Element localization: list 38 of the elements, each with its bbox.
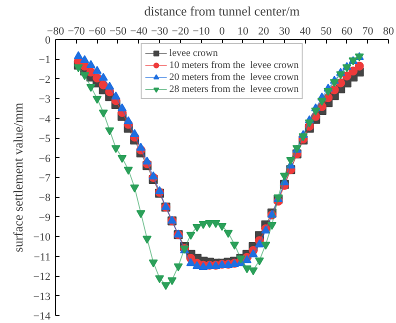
x-tick-label: −60 [88, 26, 106, 38]
y-tick-label: −5 [38, 133, 51, 146]
x-tick-label: −80 [46, 26, 65, 38]
y-tick-label: −1 [38, 54, 51, 66]
x-tick-label: 10 [237, 26, 249, 38]
x-tick-label: 20 [258, 26, 270, 38]
legend-label: 10 meters from the levee crown [169, 59, 299, 71]
y-tick-label: −11 [34, 251, 50, 264]
x-tick-label: 70 [362, 26, 374, 38]
x-tick-label: −30 [150, 26, 169, 38]
y-tick-label: −13 [33, 290, 51, 303]
x-tick-label: −20 [172, 26, 190, 38]
legend-label: 20 meters from the levee crown [169, 71, 299, 83]
x-tick-label: 30 [278, 26, 290, 38]
x-tick-label: 50 [320, 26, 332, 38]
x-tick-label: 40 [300, 26, 312, 38]
x-tick-label: 80 [383, 26, 394, 38]
legend-label: 28 meters from the levee crown [169, 83, 299, 95]
y-tick-label: −3 [38, 94, 51, 106]
y-tick-label: −6 [38, 152, 51, 165]
y-tick-label: −9 [38, 212, 51, 224]
x-tick-label: −40 [130, 26, 148, 38]
x-axis-title: distance from tunnel center/m [144, 4, 300, 18]
x-tick-label: −70 [68, 26, 86, 38]
y-tick-label: −10 [33, 232, 51, 244]
y-tick-label: 0 [45, 34, 51, 46]
x-tick-label: 0 [219, 26, 226, 38]
y-tick-label: −8 [38, 192, 51, 204]
x-tick-label: 60 [341, 26, 353, 38]
legend-label: levee crown [169, 47, 218, 59]
x-tick-label: −10 [192, 26, 210, 38]
y-tick-label: −4 [38, 113, 51, 126]
y-tick-label: −2 [38, 74, 51, 86]
y-tick-label: −12 [33, 271, 51, 284]
y-tick-label: −7 [38, 172, 51, 184]
y-axis-title: surface settlement value/mm [10, 102, 26, 252]
y-tick-label: −14 [33, 310, 51, 322]
x-tick-label: −50 [109, 26, 128, 38]
